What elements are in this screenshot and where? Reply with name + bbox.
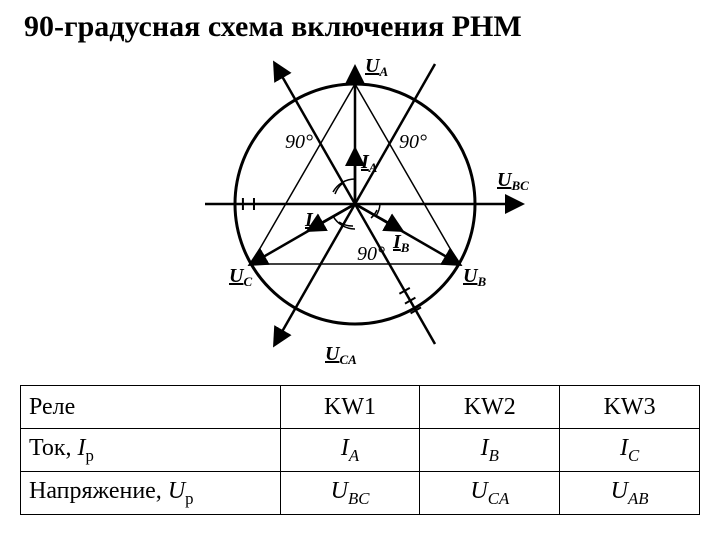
svg-text:IC: IC — [304, 209, 322, 233]
row-label: Ток, Iр — [21, 429, 281, 472]
svg-text:UA: UA — [365, 55, 388, 79]
cell: UAB — [560, 472, 700, 515]
cell: IC — [560, 429, 700, 472]
svg-text:90°: 90° — [399, 131, 427, 153]
page-title: 90-градусная схема включения РНМ — [0, 0, 720, 44]
cell: KW2 — [420, 386, 560, 429]
svg-text:UBC: UBC — [497, 169, 529, 193]
svg-text:IA: IA — [360, 151, 378, 175]
cell: KW1 — [280, 386, 420, 429]
cell: IA — [280, 429, 420, 472]
svg-text:UB: UB — [463, 265, 486, 289]
cell: UBC — [280, 472, 420, 515]
cell: KW3 — [560, 386, 700, 429]
svg-text:90°: 90° — [357, 243, 385, 265]
row-label: Напряжение, Uр — [21, 472, 281, 515]
svg-text:UCA: UCA — [325, 343, 357, 367]
svg-text:90°: 90° — [285, 131, 313, 153]
svg-text:UC: UC — [229, 265, 252, 289]
cell: IB — [420, 429, 560, 472]
connection-table: РелеKW1KW2KW3 Ток, IрIAIBIC Напряжение, Uр… — [20, 385, 700, 515]
cell: UCA — [420, 472, 560, 515]
row-label: Реле — [21, 386, 281, 429]
phasor-diagram: 90°90°90°UAUBCUBUCUCAIAIBIC — [0, 44, 720, 379]
